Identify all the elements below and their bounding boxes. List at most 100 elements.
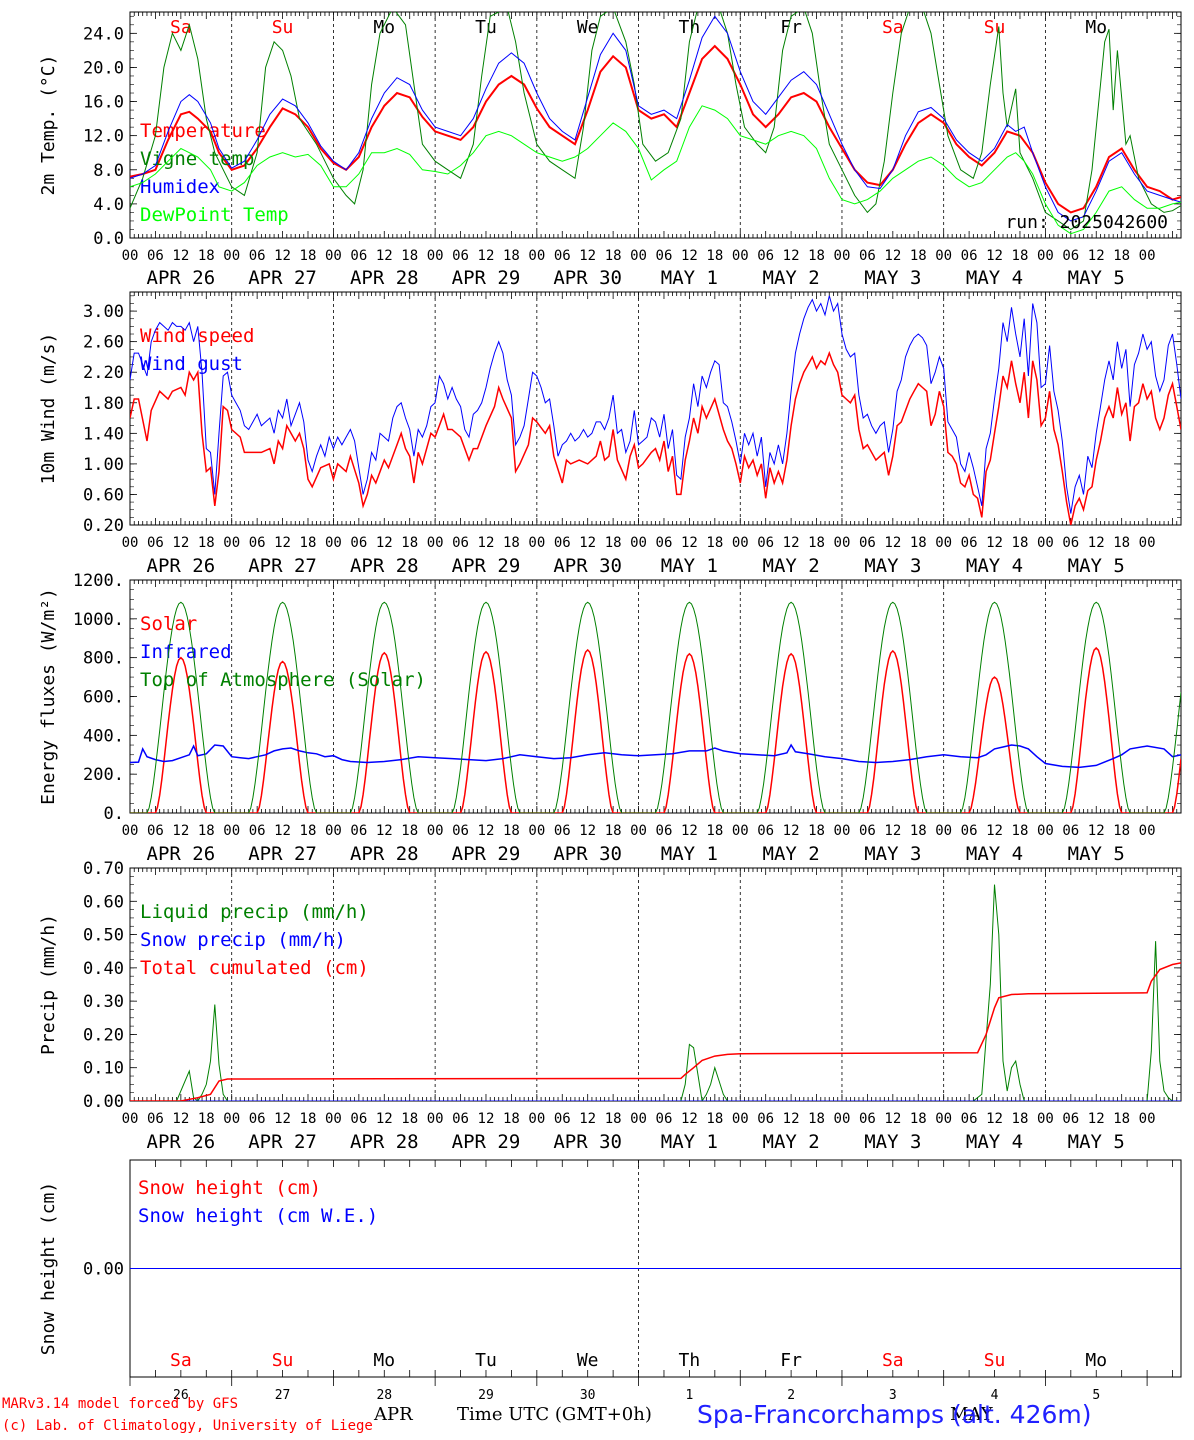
series-line-2 xyxy=(130,601,1181,813)
day-number-label: 27 xyxy=(275,1388,291,1403)
hour-tick-label: 12 xyxy=(274,1111,291,1127)
hour-tick-label: 12 xyxy=(172,823,189,839)
hour-tick-label: 06 xyxy=(656,1111,673,1127)
hour-tick-label: 12 xyxy=(783,1111,800,1127)
legend-entry: Snow height (cm W.E.) xyxy=(138,1205,378,1227)
y-tick-label: 0.60 xyxy=(83,485,124,505)
y-tick-label: 0.10 xyxy=(83,1059,124,1079)
legend-entry: Vigne temp xyxy=(140,148,254,170)
y-axis-label: 10m Wind (m/s) xyxy=(38,333,59,485)
hour-tick-label: 12 xyxy=(884,1111,901,1127)
day-abbr-label: Mo xyxy=(373,17,395,38)
date-label: APR 27 xyxy=(248,267,317,289)
hour-tick-label: 18 xyxy=(401,823,418,839)
date-label: APR 28 xyxy=(350,843,419,865)
hour-tick-label: 18 xyxy=(910,823,927,839)
hour-tick-label: 12 xyxy=(884,535,901,551)
hour-tick-label: 12 xyxy=(681,248,698,264)
date-label: MAY 1 xyxy=(661,555,718,577)
day-number-label: 4 xyxy=(991,1388,999,1403)
y-tick-label: 0.20 xyxy=(83,1025,124,1045)
hour-tick-label: 18 xyxy=(198,1111,215,1127)
day-number-label: 30 xyxy=(580,1388,596,1403)
hour-tick-label: 00 xyxy=(834,535,851,551)
hour-tick-label: 00 xyxy=(122,1111,139,1127)
hour-tick-label: 18 xyxy=(706,823,723,839)
hour-tick-label: 18 xyxy=(1012,248,1029,264)
hour-tick-label: 12 xyxy=(884,248,901,264)
hour-tick-label: 18 xyxy=(300,248,317,264)
series-line-1 xyxy=(130,295,1181,514)
hour-tick-label: 00 xyxy=(1139,1111,1156,1127)
y-tick-label: 1200. xyxy=(73,571,124,591)
date-label: APR 26 xyxy=(147,843,216,865)
hour-tick-label: 06 xyxy=(350,1111,367,1127)
hour-tick-label: 00 xyxy=(325,248,342,264)
hour-tick-label: 12 xyxy=(681,1111,698,1127)
hour-tick-label: 06 xyxy=(656,535,673,551)
hour-tick-label: 12 xyxy=(783,248,800,264)
hour-tick-label: 18 xyxy=(1012,535,1029,551)
date-label: APR 30 xyxy=(553,267,622,289)
hour-tick-label: 00 xyxy=(935,1111,952,1127)
panel-4: 0.00 Snow height (cm) Snow height (cm) Snow… xyxy=(38,1159,1182,1403)
y-tick-label: 0.00 xyxy=(83,1092,124,1112)
hour-tick-label: 06 xyxy=(452,248,469,264)
y-axis-label: Snow height (cm) xyxy=(38,1182,59,1355)
hour-tick-label: 18 xyxy=(198,535,215,551)
date-label: APR 30 xyxy=(553,555,622,577)
y-tick-label: 0. xyxy=(104,804,124,824)
day-abbr-label: Mo xyxy=(373,1350,395,1371)
hour-tick-label: 12 xyxy=(579,823,596,839)
y-tick-label: 12.0 xyxy=(83,127,124,147)
hour-tick-label: 18 xyxy=(808,823,825,839)
date-label: MAY 3 xyxy=(864,1131,921,1153)
hour-tick-label: 00 xyxy=(122,248,139,264)
date-label: APR 26 xyxy=(147,267,216,289)
y-tick-label: 2.60 xyxy=(83,333,124,353)
hour-tick-label: 00 xyxy=(325,823,342,839)
hour-tick-label: 18 xyxy=(503,823,520,839)
panel-0: 0.0 4.0 8.0 12.0 16.0 20.0 24.0 2m Temp. (°C) 00… xyxy=(38,11,1182,289)
hour-tick-label: 00 xyxy=(427,1111,444,1127)
hour-tick-label: 06 xyxy=(452,823,469,839)
date-label: APR 28 xyxy=(350,555,419,577)
hour-tick-label: 18 xyxy=(1012,823,1029,839)
y-tick-label: 1.00 xyxy=(83,455,124,475)
legend-entry: DewPoint Temp xyxy=(140,204,289,226)
day-abbr-label: Th xyxy=(679,1350,701,1371)
series-line-0 xyxy=(130,44,1181,214)
hour-tick-label: 18 xyxy=(300,823,317,839)
hour-tick-label: 00 xyxy=(223,248,240,264)
date-label: MAY 3 xyxy=(864,555,921,577)
day-number-label: 5 xyxy=(1092,1388,1100,1403)
hour-tick-label: 00 xyxy=(630,535,647,551)
hour-tick-label: 18 xyxy=(300,535,317,551)
plot-frame xyxy=(129,579,1182,814)
hour-tick-label: 00 xyxy=(325,535,342,551)
date-label: APR 27 xyxy=(248,1131,317,1153)
hour-tick-label: 06 xyxy=(859,248,876,264)
hour-tick-label: 00 xyxy=(427,535,444,551)
month-may-label: MAY xyxy=(950,1404,993,1425)
date-label: APR 29 xyxy=(452,267,521,289)
hour-tick-label: 06 xyxy=(859,823,876,839)
day-abbr-label: Su xyxy=(984,1350,1006,1371)
hour-tick-label: 00 xyxy=(528,535,545,551)
hour-tick-label: 18 xyxy=(503,1111,520,1127)
hour-tick-label: 06 xyxy=(147,535,164,551)
date-label: MAY 1 xyxy=(661,843,718,865)
hour-tick-label: 00 xyxy=(935,823,952,839)
day-abbr-label: Fr xyxy=(780,1350,802,1371)
hour-tick-label: 12 xyxy=(172,248,189,264)
date-label: MAY 5 xyxy=(1068,843,1125,865)
date-label: APR 28 xyxy=(350,1131,419,1153)
day-abbr-label: Mo xyxy=(1085,17,1107,38)
hour-tick-label: 18 xyxy=(808,248,825,264)
hour-tick-label: 18 xyxy=(706,535,723,551)
hour-tick-label: 06 xyxy=(961,535,978,551)
day-number-label: 26 xyxy=(173,1388,189,1403)
hour-tick-label: 18 xyxy=(401,248,418,264)
hour-tick-label: 00 xyxy=(732,823,749,839)
hour-tick-label: 00 xyxy=(223,535,240,551)
